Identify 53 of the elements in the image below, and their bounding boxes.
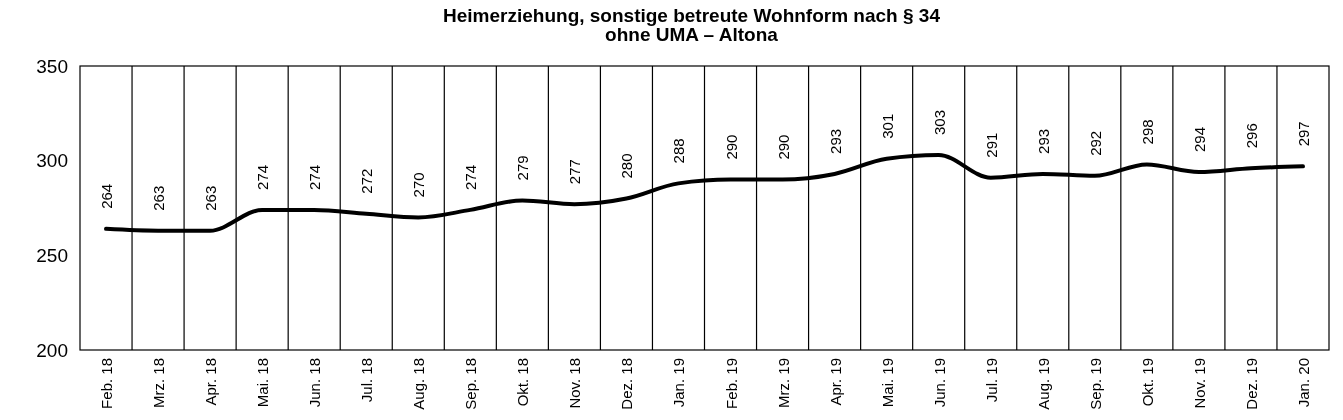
data-label: 277	[566, 159, 584, 185]
data-label: 303	[930, 109, 948, 135]
x-tick-label: Mai. 19	[878, 358, 896, 408]
x-tick-label: Jan. 20	[1294, 358, 1312, 408]
x-tick-label: Jan. 19	[670, 358, 688, 408]
data-label: 298	[1138, 119, 1156, 145]
data-label: 291	[982, 132, 1000, 158]
x-tick-label: Jul. 18	[358, 358, 376, 403]
data-label: 280	[618, 153, 636, 179]
y-tick-label: 300	[36, 150, 68, 172]
x-tick-label: Apr. 19	[826, 358, 844, 406]
x-tick-label: Sep. 18	[462, 358, 480, 410]
x-tick-label: Mai. 18	[254, 358, 272, 408]
x-tick-label: Dez. 18	[618, 358, 636, 410]
x-tick-label: Mrz. 19	[774, 358, 792, 409]
data-label: 270	[410, 172, 428, 198]
data-label: 274	[254, 164, 272, 190]
x-tick-label: Jun. 18	[306, 358, 324, 408]
x-tick-label: Aug. 19	[1034, 358, 1052, 410]
data-label: 272	[358, 168, 376, 194]
data-label: 301	[878, 113, 896, 139]
x-tick-label: Apr. 18	[202, 358, 220, 406]
x-tick-label: Sep. 19	[1086, 358, 1104, 410]
x-tick-label: Okt. 18	[514, 358, 532, 407]
data-label: 274	[462, 164, 480, 190]
data-label: 297	[1294, 121, 1312, 147]
x-tick-label: Jul. 19	[982, 358, 1000, 403]
data-label: 264	[98, 183, 116, 209]
data-label: 296	[1242, 123, 1260, 149]
data-label: 293	[1034, 128, 1052, 154]
y-tick-label: 250	[36, 244, 68, 266]
data-label: 290	[722, 134, 740, 160]
x-tick-label: Aug. 18	[410, 358, 428, 410]
x-tick-label: Feb. 19	[722, 358, 740, 409]
chart-title: Heimerziehung, sonstige betreute Wohnform nach § 34 ohne UMA – Altona	[443, 5, 941, 45]
y-tick-label: 200	[36, 339, 68, 361]
x-tick-label: Nov. 19	[1190, 358, 1208, 409]
data-label: 288	[670, 138, 688, 164]
x-tick-label: Nov. 18	[566, 358, 584, 409]
data-label: 279	[514, 155, 532, 181]
data-label: 263	[202, 185, 220, 211]
x-tick-label: Okt. 19	[1138, 358, 1156, 407]
data-label: 274	[306, 164, 324, 190]
x-tick-label: Jun. 19	[930, 358, 948, 408]
data-label: 294	[1190, 127, 1208, 153]
y-tick-label: 350	[36, 55, 68, 77]
x-tick-label: Dez. 19	[1242, 358, 1260, 410]
x-tick-label: Feb. 18	[98, 358, 116, 409]
x-tick-label: Mrz. 18	[150, 358, 168, 409]
data-label: 292	[1086, 130, 1104, 156]
data-label: 293	[826, 128, 844, 154]
data-label: 263	[150, 185, 168, 211]
data-label: 290	[774, 134, 792, 160]
